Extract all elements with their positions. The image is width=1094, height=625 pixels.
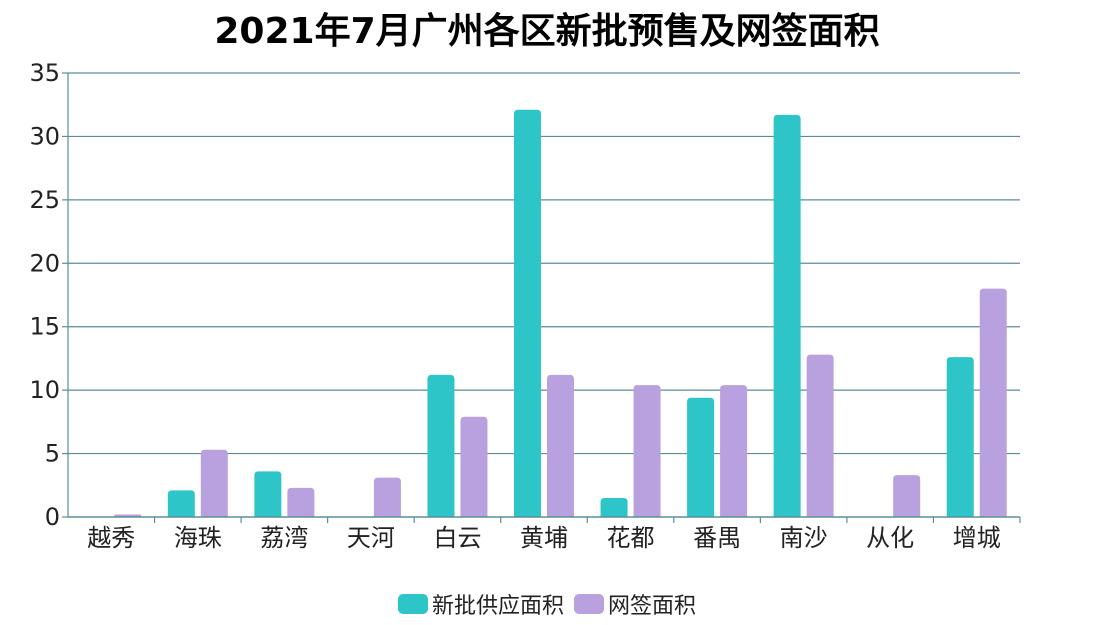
- chart-title: 2021年7月广州各区新批预售及网签面积: [214, 11, 880, 52]
- xtick-label: 番禺: [693, 524, 741, 552]
- bar-supply-番禺[interactable]: [687, 397, 715, 517]
- xtick-label: 增城: [953, 524, 1001, 552]
- xtick-label: 荔湾: [260, 524, 308, 552]
- ytick-label: 15: [29, 313, 60, 341]
- xtick-label: 海珠: [174, 524, 222, 552]
- bar-supply-海珠[interactable]: [167, 490, 195, 517]
- legend-label-signed: 网签面积: [608, 594, 697, 619]
- bar-supply-黄埔[interactable]: [514, 109, 541, 517]
- ytick-label: 0: [45, 503, 60, 531]
- ytick-label: 5: [45, 440, 60, 468]
- bar-signed-增城[interactable]: [979, 288, 1007, 517]
- bar-signed-番禺[interactable]: [720, 385, 748, 517]
- axes: [62, 72, 1021, 523]
- tick-labels: 0 5 10 15 20 25 30 35 越秀 海珠 荔湾 天河 白云 黄埔 花都 番禺 南沙 从化 增城: [29, 59, 1000, 552]
- xtick-label: 天河: [347, 524, 395, 552]
- ytick-label: 20: [29, 249, 60, 277]
- bar-signed-从化[interactable]: [893, 475, 921, 517]
- gridlines: [68, 72, 1020, 455]
- ytick-label: 30: [29, 122, 60, 150]
- legend-item-signed[interactable]: 网签面积: [574, 588, 696, 620]
- xtick-label: 从化: [866, 524, 914, 552]
- legend: 新批供应面积 网签面积: [0, 588, 1094, 620]
- bar-signed-白云[interactable]: [460, 416, 488, 517]
- bar-supply-增城[interactable]: [946, 357, 974, 517]
- bars: [114, 109, 1007, 517]
- legend-swatch-supply: [397, 594, 428, 614]
- legend-swatch-signed: [574, 594, 604, 614]
- bar-signed-黄埔[interactable]: [547, 374, 574, 517]
- bar-supply-花都[interactable]: [600, 497, 628, 517]
- ytick-label: 35: [29, 59, 60, 87]
- xtick-label: 南沙: [780, 524, 828, 552]
- xtick-label: 越秀: [87, 524, 135, 552]
- bar-signed-荔湾[interactable]: [287, 487, 315, 517]
- bar-supply-白云[interactable]: [427, 374, 455, 517]
- bar-supply-南沙[interactable]: [773, 114, 801, 517]
- bar-signed-海珠[interactable]: [200, 449, 228, 517]
- xtick-label: 黄埔: [520, 524, 568, 552]
- xtick-label: 白云: [433, 524, 481, 552]
- ytick-label: 10: [29, 376, 60, 404]
- xtick-label: 花都: [607, 524, 655, 552]
- bar-signed-花都[interactable]: [633, 385, 661, 517]
- legend-label-supply: 新批供应面积: [431, 594, 564, 619]
- ytick-label: 25: [29, 186, 60, 214]
- bar-supply-荔湾[interactable]: [254, 471, 282, 517]
- legend-item-supply[interactable]: 新批供应面积: [397, 588, 564, 620]
- bar-signed-天河[interactable]: [373, 477, 401, 517]
- bar-signed-南沙[interactable]: [806, 354, 834, 517]
